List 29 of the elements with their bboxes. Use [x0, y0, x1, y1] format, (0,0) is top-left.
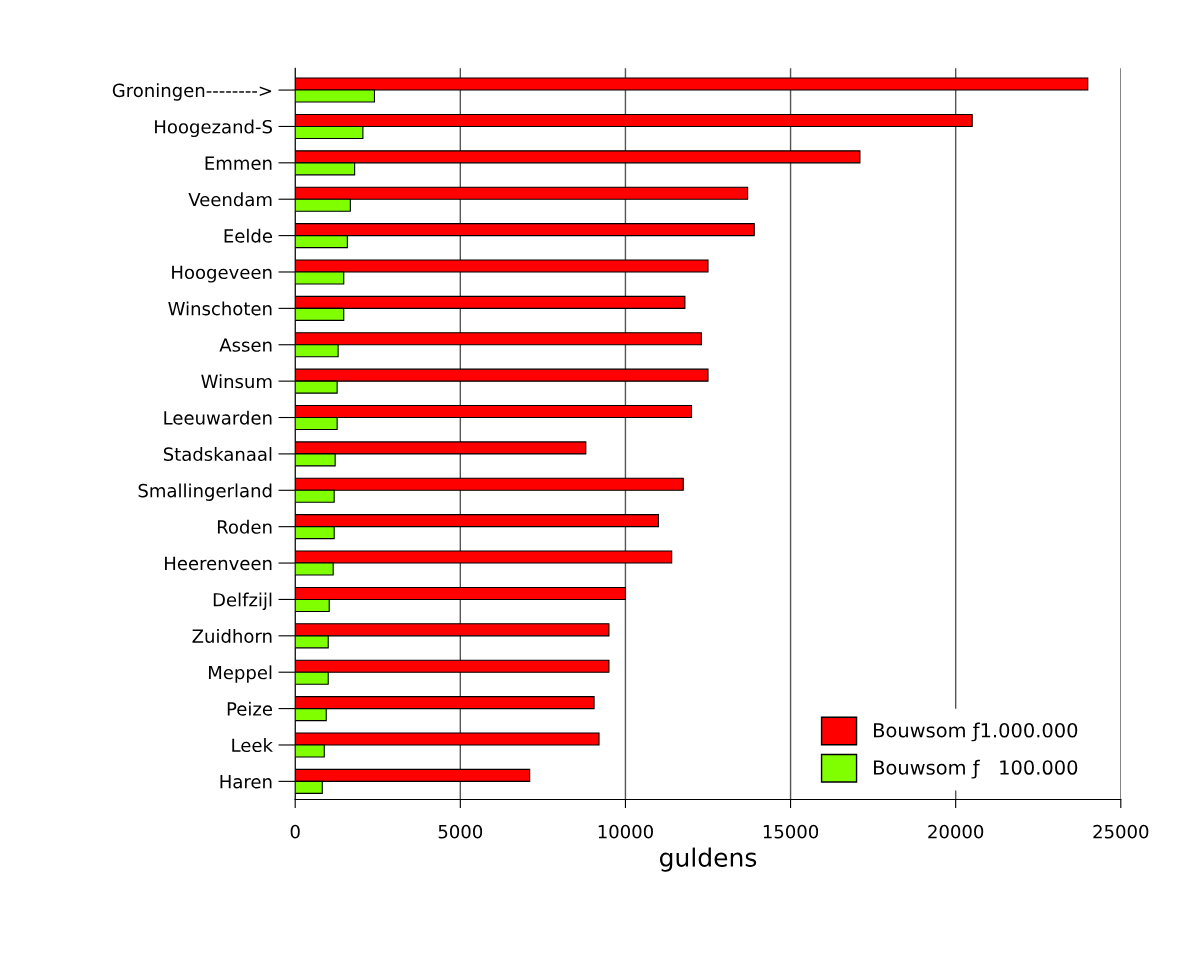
y-tick-label: Zuidhorn: [192, 628, 272, 643]
y-tick-label: Haren: [220, 775, 272, 789]
x-tick-label: 0: [290, 824, 300, 839]
y-tick-label: Hoogeveen: [172, 265, 272, 283]
x-axis-title: guldens: [659, 847, 757, 872]
y-tick-label: Veendam: [188, 192, 272, 207]
x-tick-label: 25000: [1093, 824, 1149, 839]
y-tick-label: Meppel: [209, 665, 272, 683]
x-tick-label: 10000: [598, 824, 653, 839]
y-tick-label: Winschoten: [168, 301, 272, 316]
y-tick-label: Leeuwarden: [164, 410, 272, 425]
y-tick-label: Smallingerland: [138, 483, 272, 501]
y-tick-label: Heerenveen: [165, 556, 272, 571]
y-tick-label: Eelde: [224, 228, 273, 243]
y-tick-label: Roden: [217, 519, 272, 534]
x-tick-label: 5000: [438, 824, 483, 839]
y-tick-label: Assen: [219, 338, 272, 352]
y-tick-label: Hoogezand-S: [155, 119, 272, 138]
y-tick-label: Winsum: [201, 374, 272, 389]
x-tick-label: 20000: [928, 824, 984, 839]
y-tick-label: Groningen-------->: [112, 83, 272, 101]
y-tick-label: Peize: [227, 701, 273, 716]
y-tick-label: Emmen: [205, 156, 272, 170]
y-tick-label: Stadskanaal: [163, 447, 272, 462]
y-tick-label: Delfzijl: [213, 592, 272, 611]
y-tick-label: Leek: [232, 738, 273, 753]
legend-label: Bouwsom ƒ 100.000: [874, 759, 1078, 779]
x-tick-label: 15000: [763, 824, 819, 839]
legend-label: Bouwsom ƒ1.000.000: [874, 722, 1078, 742]
